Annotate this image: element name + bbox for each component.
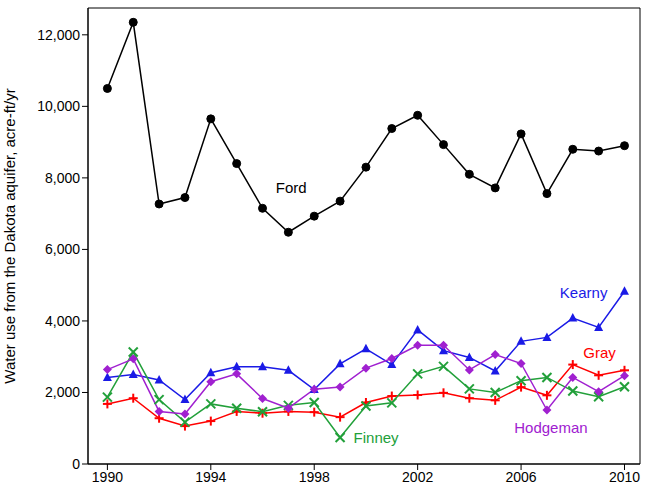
svg-text:1994: 1994 [195,469,226,485]
svg-text:0: 0 [72,456,80,472]
svg-text:10,000: 10,000 [37,98,80,114]
svg-text:1990: 1990 [92,469,123,485]
svg-text:Gray: Gray [583,344,616,361]
svg-text:Kearny: Kearny [560,284,608,301]
svg-text:2006: 2006 [505,469,536,485]
svg-text:2,000: 2,000 [45,384,80,400]
svg-text:Hodgeman: Hodgeman [514,419,587,436]
svg-text:2010: 2010 [609,469,640,485]
svg-text:Ford: Ford [276,179,307,196]
svg-text:6,000: 6,000 [45,241,80,257]
svg-text:8,000: 8,000 [45,170,80,186]
svg-text:12,000: 12,000 [37,27,80,43]
svg-text:1998: 1998 [299,469,330,485]
svg-text:4,000: 4,000 [45,313,80,329]
svg-text:Finney: Finney [354,429,400,446]
svg-text:Water use from the Dakota aqui: Water use from the Dakota aquifer, acre-… [8,88,18,383]
svg-text:2002: 2002 [402,469,433,485]
